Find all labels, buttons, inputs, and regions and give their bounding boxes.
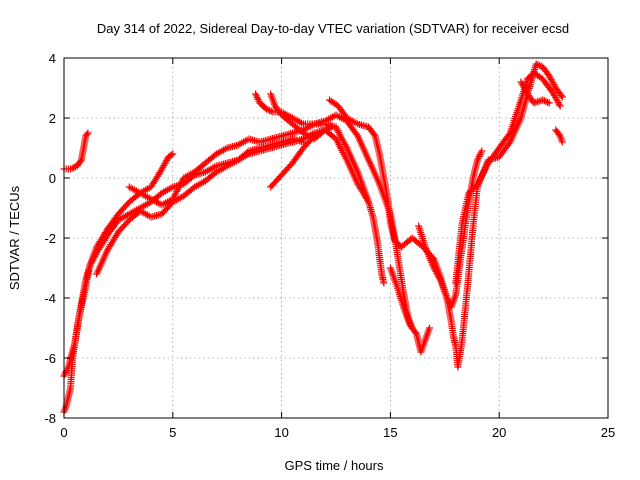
y-tick-label: -6 [44,351,56,366]
series-arc4 [93,135,307,278]
marker-path [452,69,564,287]
series-arc10 [386,264,434,356]
y-tick-label: -8 [44,411,56,426]
y-tick-label: 4 [49,51,56,66]
series-arc11 [415,60,566,371]
axis-ticks: 0 5 10 15 20 25 -8 -6 -4 -2 0 2 4 [44,51,615,440]
x-axis-label: GPS time / hours [285,458,384,473]
y-tick-label: -4 [44,291,56,306]
series-arc13 [517,78,553,107]
marker-path [415,60,566,371]
marker-path [267,123,333,191]
series-arc8 [267,123,333,191]
series-arc1 [60,129,92,173]
series-arc7 [267,90,336,143]
marker-path [517,78,553,107]
y-tick-label: 2 [49,111,56,126]
y-tick-label: -2 [44,231,56,246]
marker-path [326,96,486,311]
marker-path [267,90,336,143]
marker-path [552,126,566,146]
marker-path [60,129,92,173]
chart-title: Day 314 of 2022, Sidereal Day-to-day VTE… [97,21,569,36]
series-arc12 [452,69,564,287]
x-tick-label: 25 [601,425,615,440]
x-tick-label: 15 [383,425,397,440]
marker-path [93,135,307,278]
marker-path [386,264,434,356]
x-tick-label: 0 [60,425,67,440]
y-tick-label: 0 [49,171,56,186]
x-tick-label: 10 [274,425,288,440]
series-arc14 [552,126,566,146]
series-arc9 [326,96,486,311]
y-axis-label: SDTVAR / TECUs [7,185,22,290]
data-points [60,60,566,416]
x-tick-label: 5 [169,425,176,440]
x-tick-label: 20 [492,425,506,440]
